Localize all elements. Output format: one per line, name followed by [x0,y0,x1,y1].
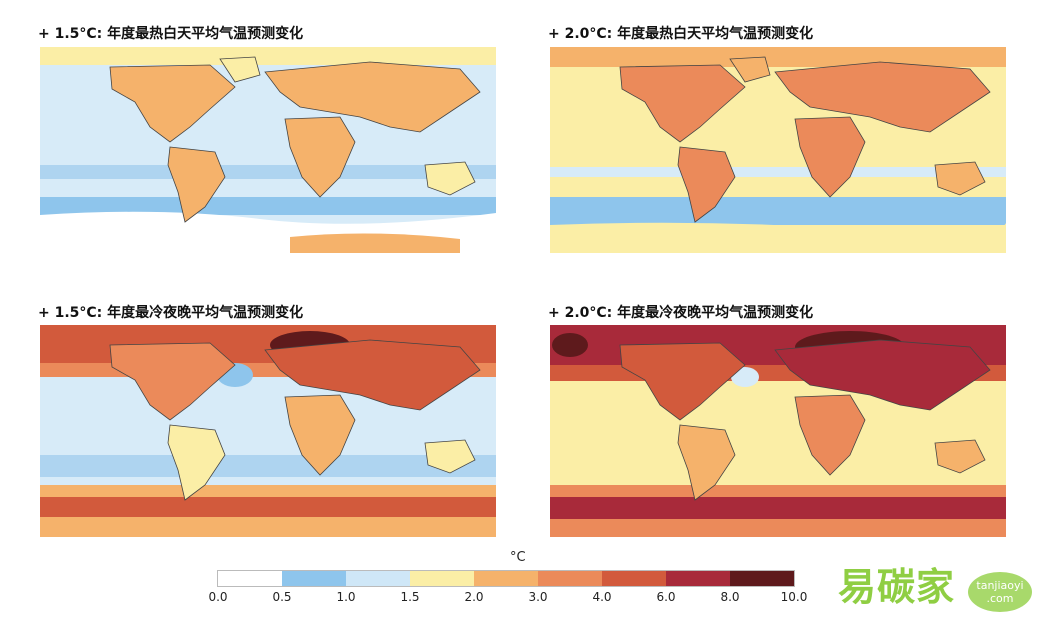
world-map-hot-day-2-0 [550,47,1006,253]
panel-title-text: 年度最热白天平均气温预测变化 [107,26,304,42]
colorbar-tick-label: 0.5 [272,590,292,604]
map-top-right [550,47,1006,253]
colorbar-tick-label: 6.0 [656,590,676,604]
brand-watermark: 易碳家 [838,565,956,609]
colorbar-segment [410,571,474,586]
panel-title-text: 年度最冷夜晚平均气温预测变化 [107,305,304,321]
panel-title-text: 年度最热白天平均气温预测变化 [617,26,814,42]
world-map-cold-night-2-0 [550,325,1006,537]
panel-title-bottom-left: + 1.5°C: 年度最冷夜晚平均气温预测变化 [38,302,303,322]
panel-title-prefix: + 2.0°C: [548,26,618,42]
map-bottom-right [550,325,1006,537]
brand-badge-line2: .com [986,592,1014,605]
panel-title-prefix: + 1.5°C: [38,26,108,42]
panel-title-prefix: + 1.5°C: [38,305,108,321]
colorbar-segment [602,571,666,586]
world-map-hot-day-1-5 [40,47,496,253]
colorbar-tick-label: 2.0 [464,590,484,604]
colorbar-segment [474,571,538,586]
map-bottom-left [40,325,496,537]
colorbar-tick-label: 10.0 [780,590,808,604]
colorbar-tick-label: 8.0 [720,590,740,604]
map-top-left [40,47,496,253]
brand-badge-line1: tanjiaoyi [976,579,1024,592]
colorbar-segment [346,571,410,586]
panel-title-text: 年度最冷夜晚平均气温预测变化 [617,305,814,321]
world-map-cold-night-1-5 [40,325,496,537]
panel-title-bottom-right: + 2.0°C: 年度最冷夜晚平均气温预测变化 [548,302,813,322]
colorbar-segment [730,571,794,586]
panel-title-top-right: + 2.0°C: 年度最热白天平均气温预测变化 [548,23,813,43]
colorbar-segment [666,571,730,586]
colorbar-segment [282,571,346,586]
colorbar-tick-label: 1.0 [336,590,356,604]
colorbar-unit: °C [510,550,526,565]
brand-badge: tanjiaoyi .com [968,572,1032,612]
colorbar-tick-label: 3.0 [528,590,548,604]
colorbar-segment [538,571,602,586]
colorbar-segment [218,571,282,586]
panel-title-top-left: + 1.5°C: 年度最热白天平均气温预测变化 [38,23,303,43]
colorbar-tick-label: 1.5 [400,590,420,604]
colorbar-tick-label: 0.0 [208,590,228,604]
panel-title-prefix: + 2.0°C: [548,305,618,321]
colorbar [217,570,795,587]
colorbar-tick-label: 4.0 [592,590,612,604]
